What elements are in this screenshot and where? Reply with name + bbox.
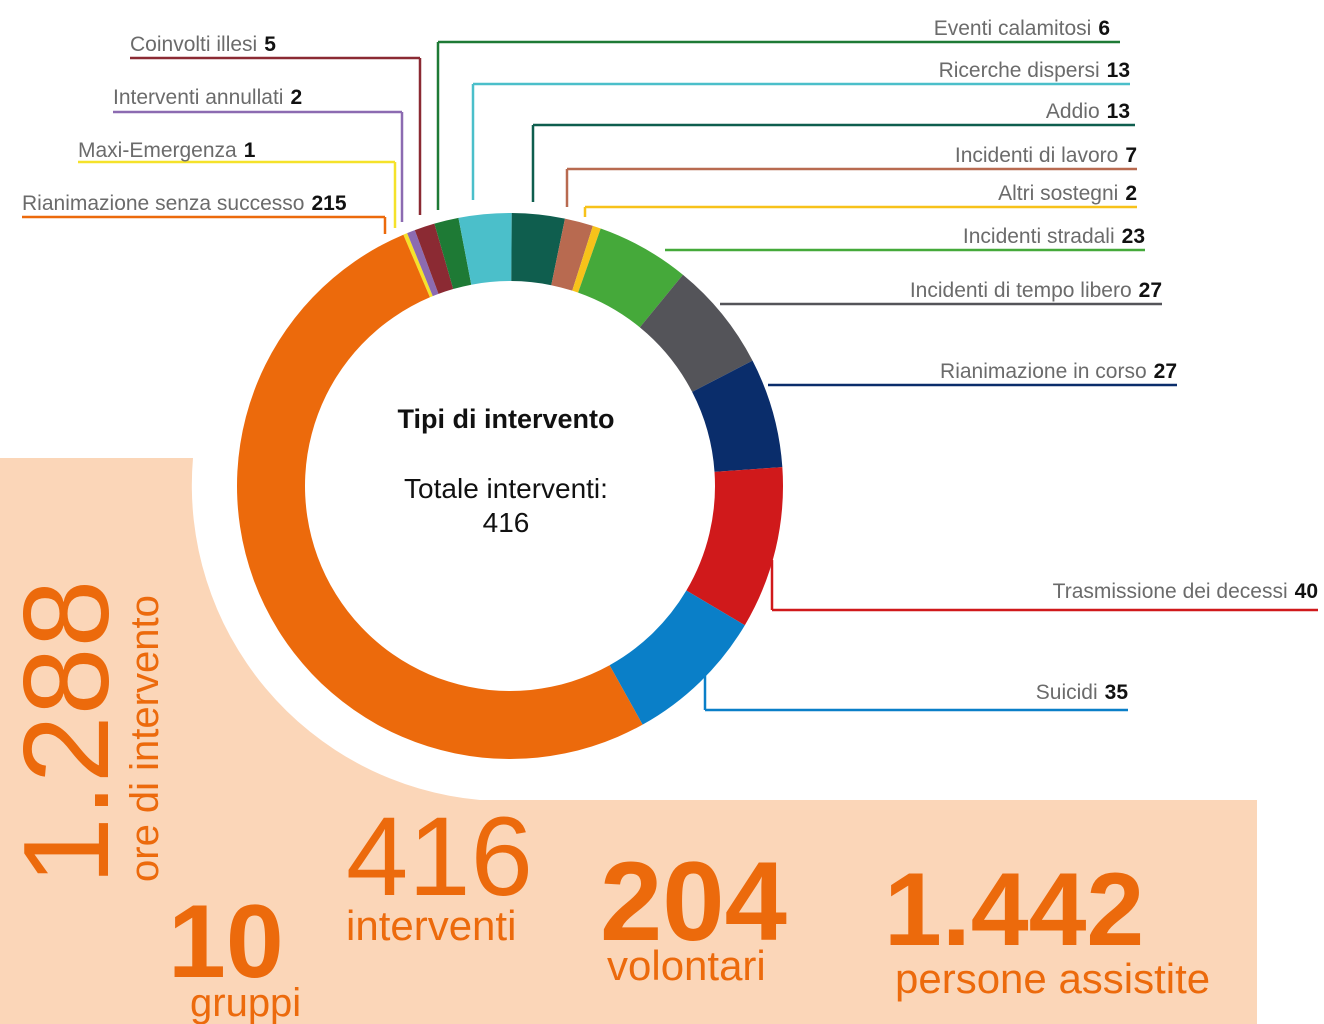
slice-name: Trasmissione dei decessi	[1053, 580, 1288, 603]
slice-value: 13	[1107, 59, 1130, 82]
slice-value: 2	[290, 86, 302, 109]
donut-slice	[686, 467, 783, 626]
slice-label: Incidenti stradali 23	[963, 225, 1145, 248]
slice-label: Addio 13	[1046, 100, 1130, 123]
stat-value: 1.442	[884, 852, 1144, 968]
slice-label: Interventi annullati 2	[113, 86, 302, 109]
labels: Maxi-Emergenza 1 Interventi annullati 2 Coin…	[22, 17, 1318, 712]
stat-label: ore di intervento	[123, 595, 167, 882]
slice-name: Incidenti di tempo libero	[910, 279, 1132, 302]
slice-label: Trasmissione dei decessi 40	[1053, 580, 1318, 603]
donut-slice	[551, 218, 593, 291]
slice-name: Coinvolti illesi	[130, 33, 257, 56]
slice-name: Maxi-Emergenza	[78, 139, 237, 162]
donut-slice	[407, 230, 439, 297]
donut-slice	[434, 217, 472, 290]
stat-value: 10	[168, 884, 284, 1000]
slice-label: Maxi-Emergenza 1	[78, 139, 256, 162]
slice-name: Incidenti di lavoro	[955, 144, 1118, 167]
donut-slice	[572, 225, 601, 293]
slice-value: 27	[1139, 279, 1162, 302]
slice-value: 2	[1125, 182, 1137, 205]
stat-label: interventi	[346, 902, 516, 949]
slice-value: 5	[264, 33, 276, 56]
slice-name: Suicidi	[1036, 681, 1098, 704]
chart-title: Tipi di intervento	[397, 404, 614, 434]
slice-label: Rianimazione in corso 27	[940, 360, 1177, 383]
donut-slice	[458, 213, 512, 285]
slice-value: 35	[1105, 681, 1129, 704]
slice-label: Rianimazione senza successo 215	[22, 192, 347, 215]
slice-label: Coinvolti illesi 5	[130, 33, 276, 56]
slice-label: Incidenti di lavoro 7	[955, 144, 1137, 167]
slice-name: Rianimazione in corso	[940, 360, 1147, 383]
slice-name: Eventi calamitosi	[934, 17, 1092, 40]
background-shape	[0, 458, 1257, 1024]
slice-value: 40	[1295, 580, 1318, 603]
donut-slice	[609, 590, 745, 725]
slice-value: 27	[1154, 360, 1177, 383]
total-value: 416	[483, 507, 530, 538]
donut-slice	[639, 274, 753, 392]
donut-slice	[237, 234, 643, 760]
slice-name: Addio	[1046, 100, 1100, 123]
slice-value: 23	[1122, 225, 1145, 248]
slice-value: 13	[1107, 100, 1130, 123]
slice-label: Incidenti di tempo libero 27	[910, 279, 1162, 302]
donut-slice	[403, 233, 433, 298]
slice-label: Altri sostegni 2	[998, 182, 1137, 205]
donut-slice	[692, 360, 783, 472]
slice-value: 7	[1125, 144, 1137, 167]
total-label: Totale interventi:	[404, 473, 608, 504]
stat-value: 1.288	[0, 580, 134, 885]
slice-name: Incidenti stradali	[963, 225, 1115, 248]
stat-label: gruppi	[190, 981, 301, 1024]
donut	[237, 213, 783, 760]
slice-name: Rianimazione senza successo	[22, 192, 304, 215]
donut-slice	[578, 228, 683, 328]
stat-value: 416	[346, 794, 533, 919]
slice-value: 6	[1098, 17, 1110, 40]
slice-label: Eventi calamitosi 6	[934, 17, 1110, 40]
slice-value: 215	[311, 192, 346, 215]
slice-value: 1	[244, 139, 256, 162]
donut-slice	[511, 213, 565, 286]
slice-name: Interventi annullati	[113, 86, 283, 109]
stat-label: volontari	[607, 942, 766, 989]
slice-name: Altri sostegni	[998, 182, 1118, 205]
slice-label: Suicidi 35	[1036, 681, 1129, 704]
stat-label: persone assistite	[895, 955, 1210, 1002]
stat-value: 204	[600, 839, 787, 964]
donut-slice	[414, 223, 454, 294]
slice-label: Ricerche dispersi 13	[939, 59, 1130, 82]
slice-name: Ricerche dispersi	[939, 59, 1100, 82]
